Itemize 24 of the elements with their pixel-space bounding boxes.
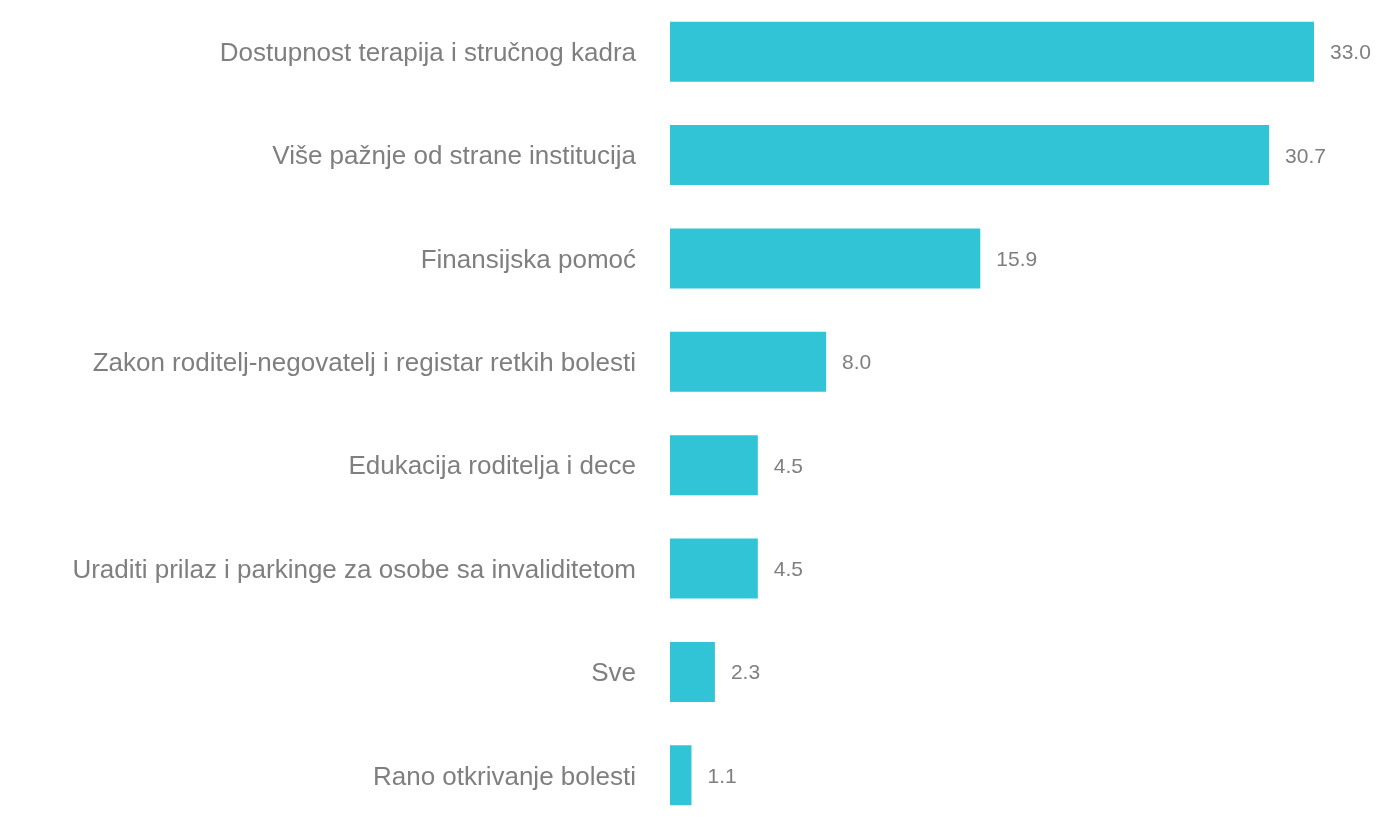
data-label: 8.0 <box>842 350 872 374</box>
y-tick-label: Više pažnje od strane institucija <box>272 140 637 171</box>
data-label: 1.1 <box>707 763 737 787</box>
y-tick-label: Sve <box>591 657 636 688</box>
bar <box>670 125 1270 186</box>
bar <box>670 21 1314 82</box>
bar <box>670 331 827 392</box>
data-label: 2.3 <box>730 660 761 684</box>
data-label: 4.5 <box>773 557 804 581</box>
y-tick-label: Edukacija roditelja i dece <box>348 450 636 481</box>
y-tick-label: Uraditi prilaz i parkinge za osobe sa invaliditetom <box>72 553 636 584</box>
y-tick-label: Zakon roditelj-negovatelj i registar retkih bolesti <box>92 347 636 378</box>
y-tick-label: Finansijska pomoć <box>420 243 636 274</box>
data-label: 15.9 <box>996 246 1038 270</box>
bar <box>670 641 715 702</box>
data-label: 30.7 <box>1285 143 1326 167</box>
data-label: 4.5 <box>773 453 804 477</box>
y-tick-label: Dostupnost terapija i stručnog kadra <box>219 36 637 67</box>
data-label: 33.0 <box>1330 40 1371 64</box>
y-tick-label: Rano otkrivanje bolesti <box>372 760 636 791</box>
bar <box>670 228 981 289</box>
bar <box>670 435 758 496</box>
bar <box>670 745 692 806</box>
bar <box>670 538 758 599</box>
